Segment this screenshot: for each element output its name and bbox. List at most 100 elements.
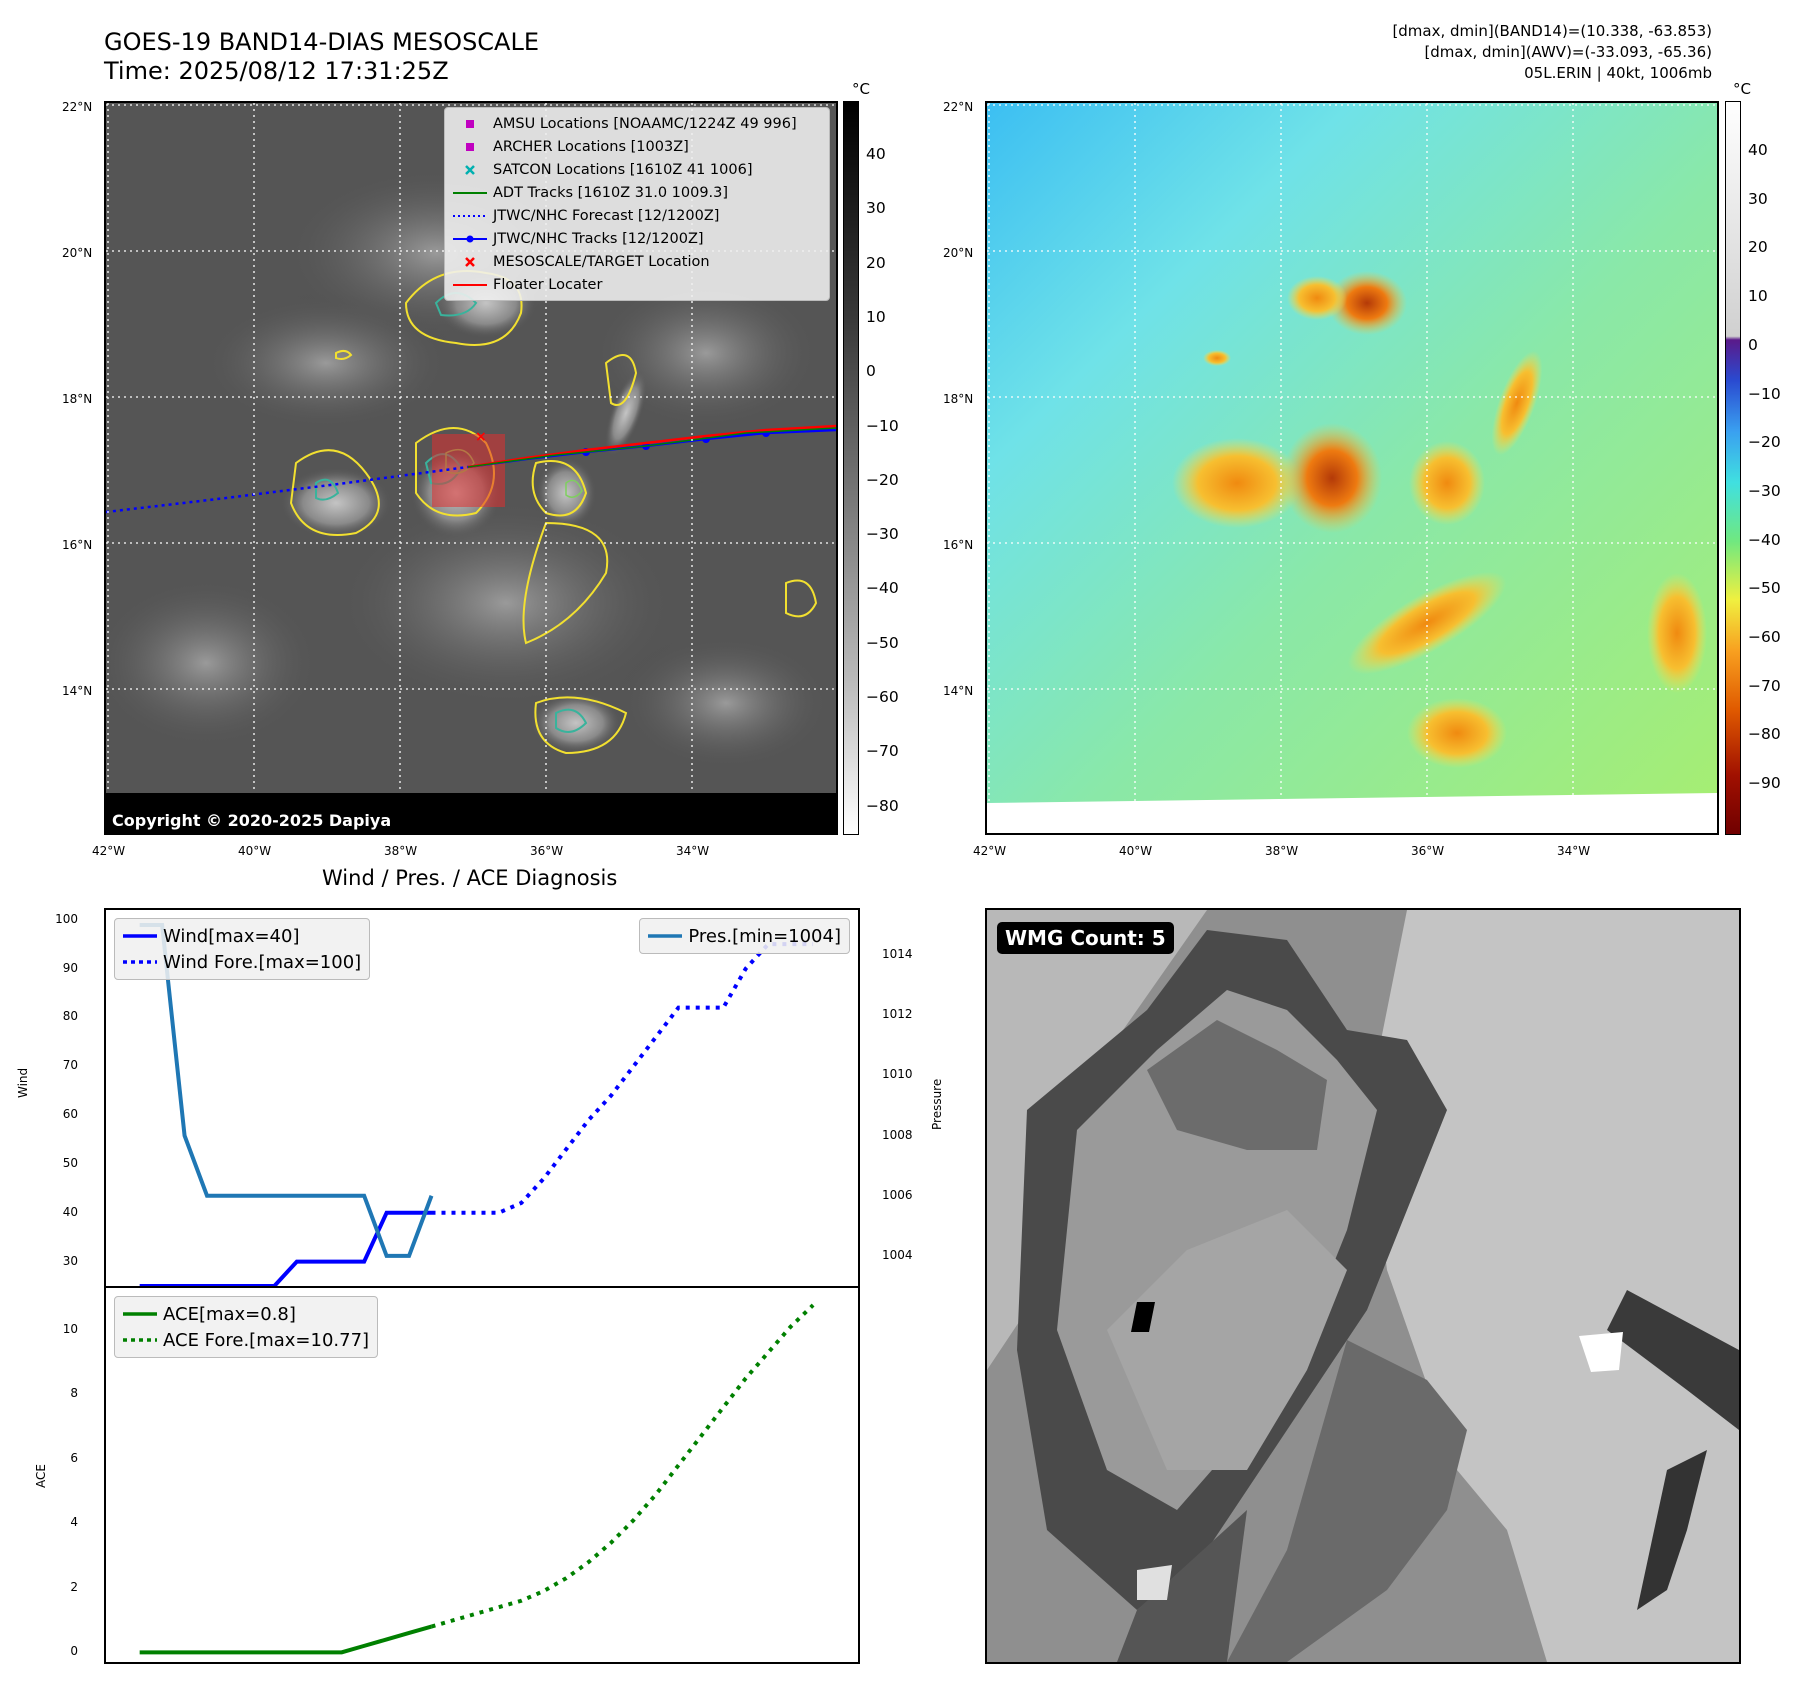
lon-label-42: 42°W [92,844,126,858]
map-legend-item: AMSU Locations [NOAAMC/1224Z 49 996] [453,112,821,135]
ace-tick-label: 10 [62,1321,78,1336]
map-legend-label: JTWC/NHC Tracks [12/1200Z] [493,230,704,247]
pressure-series-line-0 [139,923,434,1258]
ace-tick-label: 6 [70,1450,78,1465]
ace-tick-label: 8 [70,1386,78,1401]
ace-chart-plot [139,1303,815,1655]
wind-chart-panel: Wind[max=40] Wind Fore.[max=100] Pres.[m… [104,908,860,1288]
legend-marker-x-icon [453,164,487,176]
legend-marker-square-icon [453,141,487,153]
wind-tick-label: 80 [62,1009,78,1024]
wind-tick-label: 30 [62,1253,78,1268]
pressure-tick-label: 1014 [882,947,913,962]
color-colorbar-tick: −40 [1748,530,1781,549]
wind-fore-legend-label: Wind Fore.[max=100] [163,951,362,973]
lon-label-36: 36°W [530,844,564,858]
gray-colorbar-tick: −50 [866,633,899,652]
color-colorbar-tick: 20 [1748,238,1768,257]
lon2-label-34: 34°W [1557,844,1591,858]
map-legend-item: JTWC/NHC Forecast [12/1200Z] [453,204,821,227]
map-legend-label: ARCHER Locations [1003Z] [493,138,689,155]
lat-label-18: 18°N [62,392,93,406]
wind-chart-plot [139,923,814,1286]
gray-colorbar-tick: 0 [866,362,876,381]
wind-legend-solid-icon [123,933,157,939]
color-colorbar-tick: −50 [1748,579,1781,598]
diagnosis-title: Wind / Pres. / ACE Diagnosis [322,866,618,890]
lat2-label-18: 18°N [943,392,974,406]
gray-colorbar-tick: 20 [866,253,886,272]
color-colorbar-tick: 10 [1748,287,1768,306]
lat2-label-16: 16°N [943,538,974,552]
map-legend-item: ARCHER Locations [1003Z] [453,135,821,158]
gray-colorbar-unit: °C [852,80,870,98]
lon2-label-42: 42°W [973,844,1007,858]
gray-colorbar-tick: −40 [866,579,899,598]
color-colorbar [1725,101,1741,835]
color-colorbar-tick: 0 [1748,335,1758,354]
wind-tick-label: 60 [62,1107,78,1122]
gray-colorbar-tick: −80 [866,796,899,815]
ace-ylabel: ACE [34,1464,48,1488]
wind-tick-label: 40 [62,1204,78,1219]
wind-tick-label: 70 [62,1058,78,1073]
wind-series-line-1 [431,942,814,1215]
color-colorbar-tick: 30 [1748,189,1768,208]
pres-legend-label: Pres.[min=1004] [688,925,841,947]
lat2-label-22: 22°N [943,100,974,114]
pressure-tick-label: 1006 [882,1187,913,1202]
ace-legend: ACE[max=0.8] ACE Fore.[max=10.77] [114,1296,379,1358]
legend-marker-x-icon [453,256,487,268]
color-colorbar-tick: −10 [1748,384,1781,403]
pressure-tick-label: 1004 [882,1247,913,1262]
wind-tick-label: 100 [55,911,78,926]
pres-legend: Pres.[min=1004] [639,918,850,954]
awv-map-panel [985,101,1719,835]
legend-marker-line-icon [453,187,487,199]
map-legend-label: SATCON Locations [1610Z 41 1006] [493,161,753,178]
lon2-label-40: 40°W [1119,844,1153,858]
map-legend-label: ADT Tracks [1610Z 31.0 1009.3] [493,184,729,201]
wmg-image [987,910,1739,1662]
lon2-label-38: 38°W [1265,844,1299,858]
gray-colorbar-tick: −10 [866,416,899,435]
color-colorbar-tick: 40 [1748,141,1768,159]
ace-tick-label: 4 [70,1515,78,1530]
lat-label-14: 14°N [62,684,93,698]
legend-marker-line-dot-icon [453,233,487,245]
color-colorbar-tick: −30 [1748,481,1781,500]
color-colorbar-unit: °C [1733,80,1751,98]
gray-colorbar [843,101,859,835]
figure-title: GOES-19 BAND14-DIAS MESOSCALE [104,28,540,56]
color-colorbar-tick: −70 [1748,676,1781,695]
color-colorbar-tick: −60 [1748,628,1781,646]
map-legend-item: Floater Locater [453,273,821,296]
info-band14: [dmax, dmin](BAND14)=(10.338, -63.853) [1392,22,1712,40]
lat-label-22: 22°N [62,100,93,114]
lat-label-16: 16°N [62,538,93,552]
pressure-tick-label: 1008 [882,1127,913,1142]
ace-chart-panel: ACE[max=0.8] ACE Fore.[max=10.77] [104,1286,860,1664]
awv-map-image [987,103,1717,833]
wmg-count-badge: WMG Count: 5 [997,922,1174,954]
gray-colorbar-tick: 30 [866,199,886,218]
wind-series-line-0 [139,1210,432,1286]
wind-ylabel: Wind [16,1067,30,1098]
map-legend-label: JTWC/NHC Forecast [12/1200Z] [493,207,720,224]
color-colorbar-tick: −20 [1748,433,1781,452]
ace-series-line-1 [430,1303,815,1629]
wind-tick-label: 50 [62,1155,78,1170]
lon-label-38: 38°W [384,844,418,858]
gray-colorbar-tick: 40 [866,145,886,163]
pressure-ylabel: Pressure [930,1078,944,1130]
ace-legend-solid-icon [123,1311,157,1317]
info-storm: 05L.ERIN | 40kt, 1006mb [1524,64,1712,82]
gray-colorbar-tick: −60 [866,688,899,706]
ace-fore-legend-dotted-icon [123,1337,157,1343]
wind-legend: Wind[max=40] Wind Fore.[max=100] [114,918,371,980]
figure-time: Time: 2025/08/12 17:31:25Z [104,57,449,85]
ir-map-legend: AMSU Locations [NOAAMC/1224Z 49 996] ARCH… [444,107,830,301]
ace-fore-legend-label: ACE Fore.[max=10.77] [163,1329,370,1351]
pressure-tick-label: 1012 [882,1007,913,1022]
wmg-panel: WMG Count: 5 [985,908,1741,1664]
